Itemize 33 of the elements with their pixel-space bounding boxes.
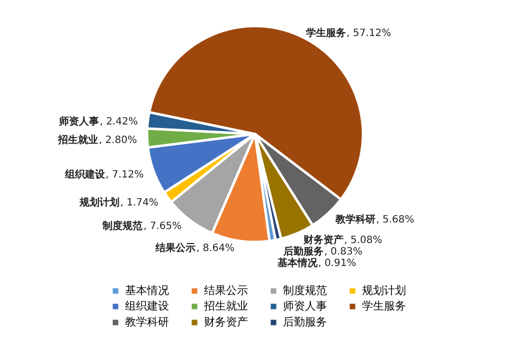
legend-label: 师资人事 [283, 300, 327, 312]
slice-label: 招生就业 [57, 134, 98, 146]
data-label: , 0.83% [324, 246, 362, 258]
data-label: , 2.42% [100, 116, 138, 128]
data-label: , 57.12% [346, 28, 392, 40]
legend-label: 招生就业 [203, 300, 248, 312]
slice-label: 学生服务 [306, 27, 346, 40]
legend-label: 结果公示 [204, 284, 248, 297]
legend-label: 财务资产 [204, 316, 248, 328]
data-label: , 7.12% [106, 170, 144, 181]
data-label: , 5.08% [344, 234, 382, 246]
slice-label: 基本情况 [276, 256, 318, 269]
legend-label: 后勤服务 [283, 316, 327, 328]
data-label: , 0.91% [318, 258, 356, 269]
legend-label: 学生服务 [362, 300, 406, 312]
slice-label: 制度规范 [102, 220, 144, 232]
data-label: , 1.74% [120, 197, 158, 208]
slice-label: 规划计划 [78, 196, 120, 208]
slice-label: 教学科研 [334, 213, 376, 226]
data-label: , 5.68% [376, 214, 414, 226]
data-label: , 7.65% [144, 221, 182, 232]
data-label: , 8.64% [196, 242, 234, 254]
slice-label: 财务资产 [302, 234, 344, 246]
legend-label: 基本情况 [125, 284, 169, 297]
slice-label: 结果公示 [154, 242, 196, 254]
data-label: , 2.80% [98, 135, 137, 146]
legend-label: 规划计划 [362, 284, 406, 297]
legend-label: 组织建设 [125, 300, 169, 312]
legend-label: 制度规范 [283, 284, 327, 297]
slice-label: 后勤服务 [282, 245, 324, 258]
legend-label: 教学科研 [125, 316, 169, 328]
slice-label: 师资人事 [58, 116, 99, 128]
slice-label: 组织建设 [64, 168, 106, 181]
